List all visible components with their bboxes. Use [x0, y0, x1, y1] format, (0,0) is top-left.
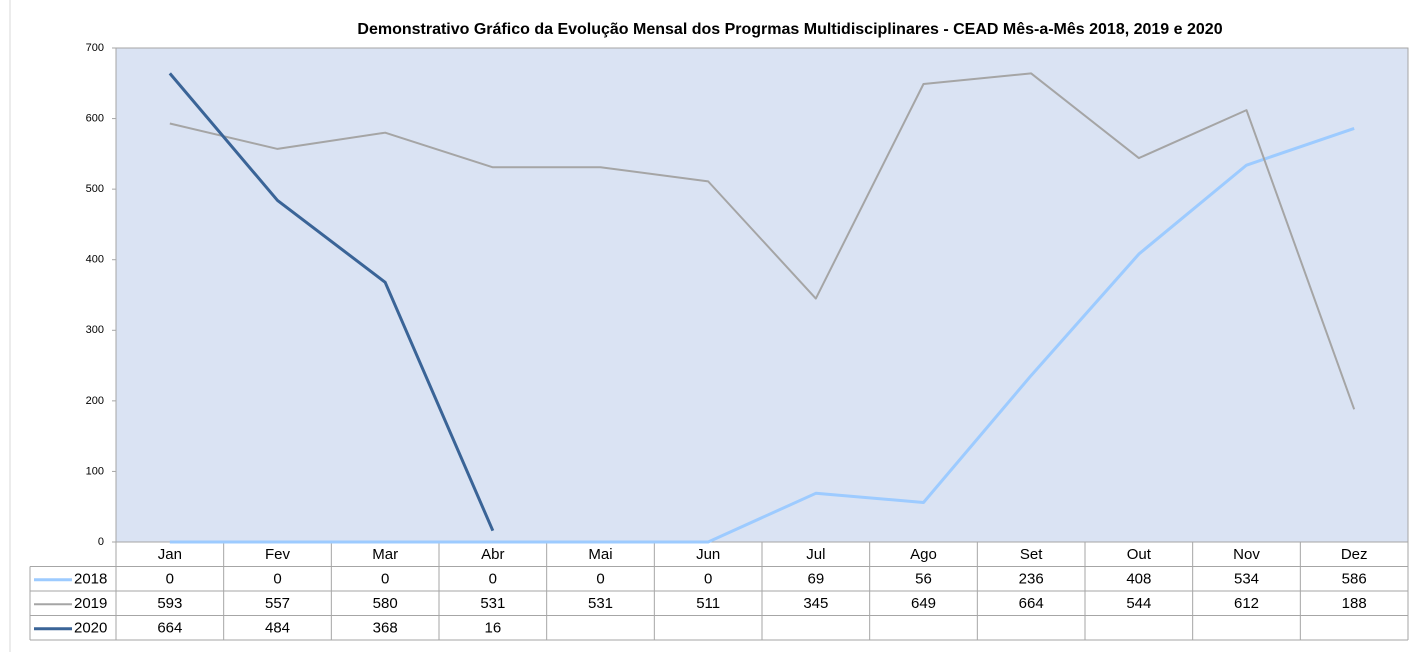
series-line	[169, 127, 1355, 544]
table-value: 511	[696, 595, 720, 612]
table-value: 56	[915, 571, 932, 588]
x-tick-label: Fev	[265, 546, 291, 563]
table-value: 69	[807, 571, 824, 588]
table-value: 531	[480, 595, 505, 612]
x-tick-label: Ago	[910, 546, 937, 563]
table-value: 534	[1234, 571, 1259, 588]
x-tick-label: Abr	[481, 546, 504, 563]
table-value: 0	[596, 571, 604, 588]
table-value: 664	[157, 620, 182, 637]
x-tick-label: Jan	[158, 546, 182, 563]
x-tick-label: Out	[1127, 546, 1152, 563]
table-value: 16	[484, 620, 501, 637]
table-value: 484	[265, 620, 290, 637]
series-line	[169, 72, 1356, 410]
table-value: 236	[1019, 571, 1044, 588]
legend-label: 2018	[74, 571, 107, 588]
x-tick-label: Dez	[1341, 546, 1368, 563]
y-tick-label: 0	[98, 536, 104, 548]
table-value: 649	[911, 595, 936, 612]
table-value: 664	[1019, 595, 1044, 612]
y-tick-label: 400	[86, 254, 104, 266]
table-value: 593	[157, 595, 182, 612]
table-value: 586	[1342, 571, 1367, 588]
table-value: 544	[1126, 595, 1151, 612]
table-value: 0	[704, 571, 712, 588]
x-tick-label: Set	[1020, 546, 1043, 563]
table-value: 408	[1126, 571, 1151, 588]
y-tick-label: 200	[86, 395, 104, 407]
table-value: 557	[265, 595, 290, 612]
y-tick-label: 700	[86, 42, 104, 54]
table-value: 188	[1342, 595, 1367, 612]
x-tick-label: Nov	[1233, 546, 1260, 563]
x-tick-label: Jul	[806, 546, 825, 563]
table-value: 0	[489, 571, 497, 588]
y-tick-label: 100	[86, 465, 104, 477]
table-value: 0	[273, 571, 281, 588]
chart-title: Demonstrativo Gráfico da Evolução Mensal…	[357, 21, 1222, 38]
series-line	[168, 72, 495, 532]
y-tick-label: 600	[86, 112, 104, 124]
legend-label: 2020	[74, 620, 107, 637]
table-value: 0	[166, 571, 174, 588]
y-tick-label: 300	[86, 324, 104, 336]
x-tick-label: Mai	[588, 546, 612, 563]
table-value: 345	[803, 595, 828, 612]
plot-area	[115, 47, 1409, 543]
table-value: 580	[373, 595, 398, 612]
table-value: 368	[373, 620, 398, 637]
table-value: 612	[1234, 595, 1259, 612]
y-tick-label: 500	[86, 183, 104, 195]
table-value: 0	[381, 571, 389, 588]
legend-label: 2019	[74, 595, 107, 612]
x-tick-label: Jun	[696, 546, 720, 563]
x-tick-label: Mar	[372, 546, 398, 563]
table-value: 531	[588, 595, 613, 612]
